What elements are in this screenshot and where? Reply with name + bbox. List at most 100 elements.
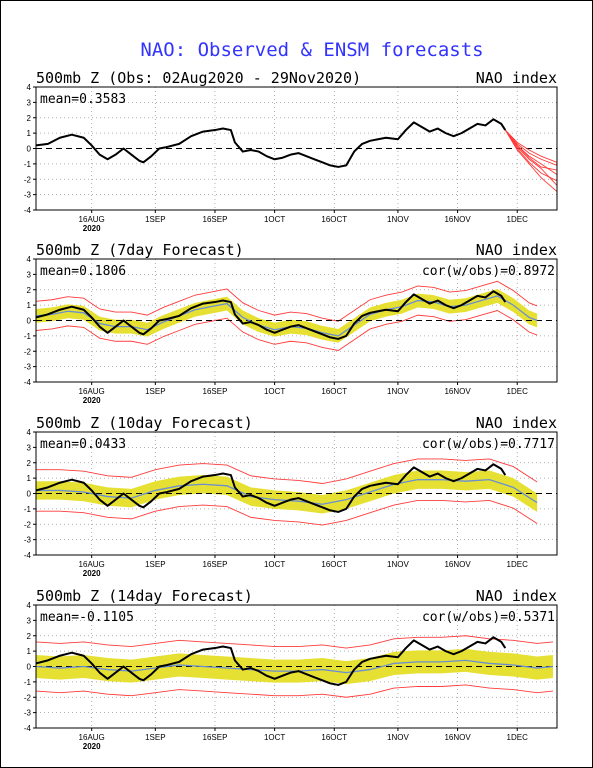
- x-tick-label: 16SEP: [203, 387, 228, 396]
- x-tick-label: 16OCT: [321, 387, 347, 396]
- x-tick-label: 1SEP: [145, 387, 165, 396]
- x-year-label: 2020: [83, 569, 101, 578]
- nao-panel-3: 500mb Z (10day Forecast) NAO index 4 3 2 1 0 -1…: [24, 414, 558, 578]
- y-tick-label: 4: [27, 83, 32, 92]
- y-tick-label: -2: [24, 693, 32, 702]
- y-tick-label: 2: [27, 114, 32, 123]
- y-tick-label: 0: [27, 317, 32, 326]
- nao-panel-4: 500mb Z (14day Forecast) NAO index 4 3 2 1 0 -1…: [24, 587, 558, 751]
- y-tick-label: 1: [27, 647, 32, 656]
- member-forecast-line: [504, 129, 557, 171]
- x-tick-label: 16OCT: [321, 215, 347, 224]
- ensemble-min-line: [36, 684, 554, 698]
- y-tick-label: -1: [24, 160, 32, 169]
- y-tick-label: 0: [27, 490, 32, 499]
- correlation-label: cor(w/obs)=0.5371: [422, 610, 555, 625]
- y-tick-label: 4: [27, 255, 32, 264]
- y-tick-label: -3: [24, 191, 32, 200]
- observed-line: [36, 118, 507, 168]
- y-tick-label: -3: [24, 536, 32, 545]
- x-tick-label: 1OCT: [264, 387, 285, 396]
- nao-panel-2: 500mb Z (7day Forecast) NAO index 4 3 2 1 0 -1 -…: [24, 241, 558, 405]
- mean-label: mean=0.0433: [40, 437, 126, 452]
- panel-index-label: NAO index: [476, 69, 557, 87]
- x-tick-label: 16OCT: [321, 733, 347, 742]
- panel-title: 500mb Z (14day Forecast): [36, 587, 253, 605]
- x-tick-label: 1SEP: [145, 215, 165, 224]
- nao-panel-1: 500mb Z (Obs: 02Aug2020 - 29Nov2020) NAO …: [24, 69, 558, 233]
- mean-label: mean=-0.1105: [40, 610, 134, 625]
- x-tick-label: 16OCT: [321, 560, 347, 569]
- correlation-label: cor(w/obs)=0.8972: [422, 264, 555, 279]
- ensemble-max-line: [36, 280, 538, 322]
- y-tick-label: 3: [27, 98, 32, 107]
- y-tick-label: -1: [24, 678, 32, 687]
- member-forecast-line: [504, 129, 557, 186]
- observed-line: [36, 290, 507, 340]
- y-tick-label: 2: [27, 632, 32, 641]
- x-tick-label: 1NOV: [387, 733, 409, 742]
- x-tick-label: 1DEC: [507, 733, 529, 742]
- correlation-label: cor(w/obs)=0.7717: [422, 437, 555, 452]
- y-tick-label: 0: [27, 145, 32, 154]
- observed-line: [36, 463, 507, 513]
- y-tick-label: -4: [24, 378, 32, 387]
- x-tick-label: 16NOV: [444, 387, 471, 396]
- x-tick-label: 16SEP: [203, 560, 228, 569]
- member-forecast-line: [504, 129, 557, 163]
- y-tick-label: -2: [24, 175, 32, 184]
- x-tick-label: 1SEP: [145, 560, 165, 569]
- x-tick-label: 1NOV: [387, 215, 409, 224]
- ensemble-max-line: [36, 635, 554, 649]
- panel-index-label: NAO index: [476, 414, 557, 432]
- y-tick-label: 1: [27, 301, 32, 310]
- y-tick-label: 1: [27, 474, 32, 483]
- y-tick-label: 2: [27, 286, 32, 295]
- ensemble-spread-band: [36, 648, 554, 685]
- y-tick-label: -4: [24, 551, 32, 560]
- member-forecast-line: [504, 129, 557, 182]
- x-tick-label: 16SEP: [203, 733, 228, 742]
- y-tick-label: 4: [27, 428, 32, 437]
- y-tick-label: 0: [27, 663, 32, 672]
- y-tick-label: -3: [24, 363, 32, 372]
- x-year-label: 2020: [83, 396, 101, 405]
- mean-label: mean=0.1806: [40, 264, 126, 279]
- panel-title: 500mb Z (Obs: 02Aug2020 - 29Nov2020): [36, 69, 361, 87]
- x-tick-label: 16NOV: [444, 733, 471, 742]
- y-tick-label: -4: [24, 724, 32, 733]
- x-tick-label: 16AUG: [79, 387, 105, 396]
- plot-area: [36, 118, 557, 193]
- panel-title: 500mb Z (10day Forecast): [36, 414, 253, 432]
- x-year-label: 2020: [83, 224, 101, 233]
- y-tick-label: 1: [27, 129, 32, 138]
- ensemble-min-line: [36, 499, 538, 526]
- figure-title: NAO: Observed & ENSM forecasts: [140, 39, 483, 61]
- y-tick-label: -2: [24, 347, 32, 356]
- y-tick-label: -2: [24, 520, 32, 529]
- y-tick-label: 2: [27, 459, 32, 468]
- x-tick-label: 16NOV: [444, 560, 471, 569]
- x-tick-label: 1DEC: [507, 387, 529, 396]
- panel-index-label: NAO index: [476, 587, 557, 605]
- plot-area: [36, 458, 557, 526]
- y-tick-label: 3: [27, 616, 32, 625]
- ensemble-max-line: [36, 458, 538, 484]
- x-year-label: 2020: [83, 742, 101, 751]
- x-tick-label: 1NOV: [387, 560, 409, 569]
- y-tick-label: 3: [27, 270, 32, 279]
- x-tick-label: 16AUG: [79, 560, 105, 569]
- y-tick-label: -4: [24, 206, 32, 215]
- x-tick-label: 1DEC: [507, 560, 529, 569]
- x-tick-label: 1OCT: [264, 560, 285, 569]
- x-tick-label: 16NOV: [444, 215, 471, 224]
- x-tick-label: 16SEP: [203, 215, 228, 224]
- x-tick-label: 1OCT: [264, 215, 285, 224]
- panel-index-label: NAO index: [476, 241, 557, 259]
- panel-title: 500mb Z (7day Forecast): [36, 241, 244, 259]
- member-forecast-line: [504, 129, 557, 193]
- x-tick-label: 1OCT: [264, 733, 285, 742]
- x-tick-label: 1NOV: [387, 387, 409, 396]
- y-tick-label: -3: [24, 709, 32, 718]
